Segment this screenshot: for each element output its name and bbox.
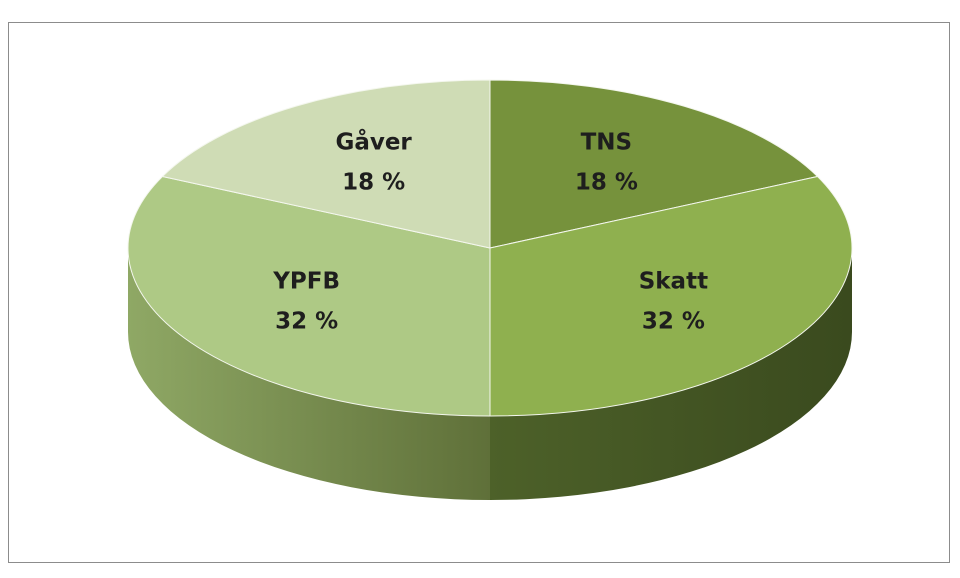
pie-sides: [128, 248, 852, 500]
pie-slice: [489, 175, 853, 417]
pie-tops: [127, 79, 853, 417]
pie-slice: [127, 175, 491, 417]
slice-value-label: 18 %: [575, 169, 638, 195]
slice-value-label: 18 %: [342, 169, 405, 195]
slice-label: TNS: [581, 129, 633, 155]
slice-label: Skatt: [639, 269, 708, 295]
slice-label: YPFB: [272, 269, 340, 295]
slice-value-label: 32 %: [275, 309, 338, 335]
slice-side: [128, 248, 490, 500]
pie-slice: [489, 79, 819, 249]
pie-labels: TNS 18 % Skatt 32 % YPFB 32 % Gåver 18 %: [272, 128, 708, 334]
slice-value-label: 32 %: [642, 309, 705, 335]
slice-label: Gåver: [335, 128, 412, 155]
slice-side: [490, 248, 852, 500]
pie-slice: [161, 79, 491, 249]
